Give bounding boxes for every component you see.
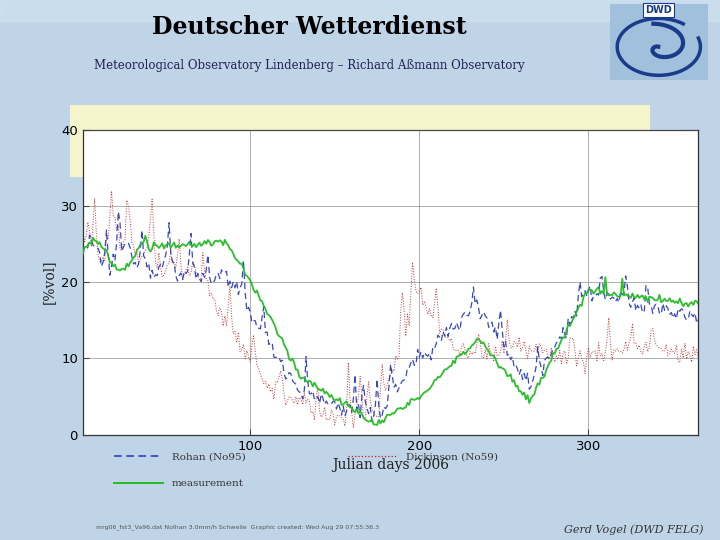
Text: Soil moisture (3-9cm): Soil moisture (3-9cm) — [99, 132, 303, 150]
Text: Gerd Vogel (DWD FELG): Gerd Vogel (DWD FELG) — [564, 524, 703, 535]
Text: Dickinson (No59): Dickinson (No59) — [406, 453, 498, 462]
X-axis label: Julian days 2006: Julian days 2006 — [332, 458, 449, 472]
Text: Deutscher Wetterdienst: Deutscher Wetterdienst — [153, 15, 467, 39]
Y-axis label: [%vol]: [%vol] — [42, 260, 55, 305]
FancyBboxPatch shape — [610, 4, 708, 79]
Bar — [0, 0, 720, 21]
Text: mrg06_fst3_Va96.dat Nolhan 3.0mm/h Schwelle  Graphic created: Wed Aug 29 07:55:3: mrg06_fst3_Va96.dat Nolhan 3.0mm/h Schwe… — [96, 525, 379, 530]
Text: DWD: DWD — [645, 5, 672, 15]
Text: measurement: measurement — [172, 480, 244, 488]
Text: Falkenberg site: Falkenberg site — [433, 132, 577, 150]
Text: Meteorological Observatory Lindenberg – Richard Aßmann Observatory: Meteorological Observatory Lindenberg – … — [94, 59, 525, 72]
FancyBboxPatch shape — [70, 105, 650, 177]
Text: Rohan (No95): Rohan (No95) — [172, 453, 246, 462]
